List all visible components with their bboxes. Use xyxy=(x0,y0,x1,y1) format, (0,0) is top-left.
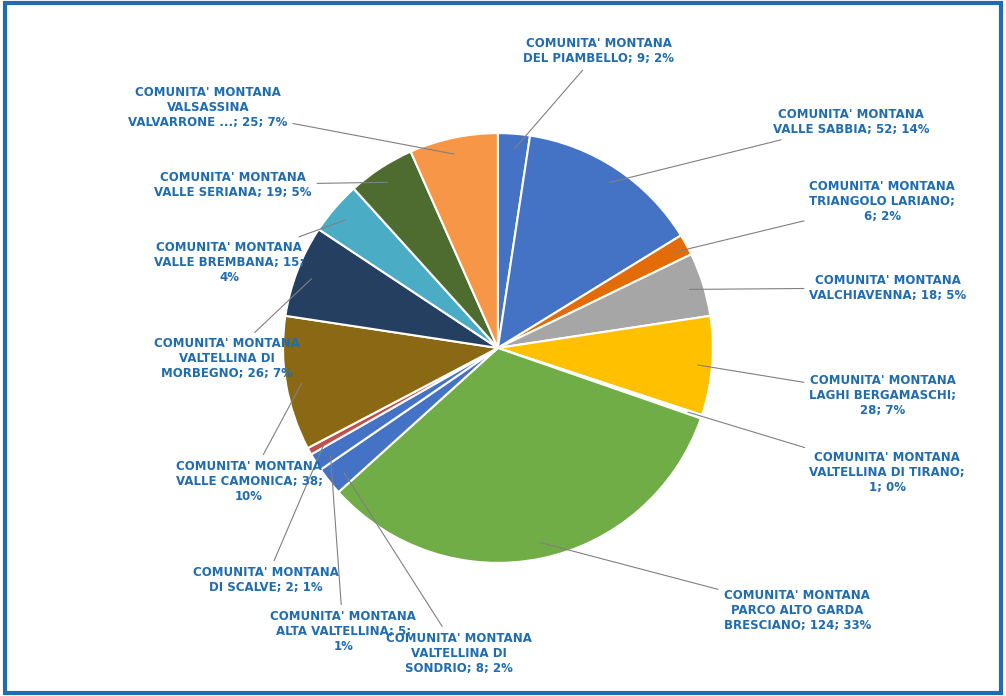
Text: COMUNITA' MONTANA
ALTA VALTELLINA; 5;
1%: COMUNITA' MONTANA ALTA VALTELLINA; 5; 1% xyxy=(271,456,416,653)
Text: COMUNITA' MONTANA
PARCO ALTO GARDA
BRESCIANO; 124; 33%: COMUNITA' MONTANA PARCO ALTO GARDA BRESC… xyxy=(540,542,871,632)
Wedge shape xyxy=(498,235,691,348)
Wedge shape xyxy=(498,133,530,348)
Wedge shape xyxy=(311,348,498,470)
Text: COMUNITA' MONTANA
VALTELLINA DI
SONDRIO; 8; 2%: COMUNITA' MONTANA VALTELLINA DI SONDRIO;… xyxy=(344,473,532,674)
Wedge shape xyxy=(308,348,498,454)
Wedge shape xyxy=(354,152,498,348)
Text: COMUNITA' MONTANA
VALLE SABBIA; 52; 14%: COMUNITA' MONTANA VALLE SABBIA; 52; 14% xyxy=(610,109,930,182)
Wedge shape xyxy=(498,254,710,348)
Wedge shape xyxy=(283,316,498,448)
Wedge shape xyxy=(498,316,713,415)
Text: COMUNITA' MONTANA
TRIANGOLO LARIANO;
6; 2%: COMUNITA' MONTANA TRIANGOLO LARIANO; 6; … xyxy=(674,180,956,253)
Wedge shape xyxy=(338,348,701,563)
Text: COMUNITA' MONTANA
DI SCALVE; 2; 1%: COMUNITA' MONTANA DI SCALVE; 2; 1% xyxy=(193,445,339,594)
Wedge shape xyxy=(286,230,498,348)
Text: COMUNITA' MONTANA
LAGHI BERGAMASCHI;
28; 7%: COMUNITA' MONTANA LAGHI BERGAMASCHI; 28;… xyxy=(697,365,957,417)
Text: COMUNITA' MONTANA
VALLE CAMONICA; 38;
10%: COMUNITA' MONTANA VALLE CAMONICA; 38; 10… xyxy=(175,383,323,503)
Text: COMUNITA' MONTANA
VALCHIAVENNA; 18; 5%: COMUNITA' MONTANA VALCHIAVENNA; 18; 5% xyxy=(689,274,967,302)
Text: COMUNITA' MONTANA
VALSASSINA
VALVARRONE ...; 25; 7%: COMUNITA' MONTANA VALSASSINA VALVARRONE … xyxy=(128,86,454,154)
Wedge shape xyxy=(498,136,681,348)
Wedge shape xyxy=(321,348,498,492)
Text: COMUNITA' MONTANA
VALTELLINA DI TIRANO;
1; 0%: COMUNITA' MONTANA VALTELLINA DI TIRANO; … xyxy=(688,412,965,494)
Wedge shape xyxy=(319,189,498,348)
Text: COMUNITA' MONTANA
DEL PIAMBELLO; 9; 2%: COMUNITA' MONTANA DEL PIAMBELLO; 9; 2% xyxy=(514,38,674,149)
Text: COMUNITA' MONTANA
VALTELLINA DI
MORBEGNO; 26; 7%: COMUNITA' MONTANA VALTELLINA DI MORBEGNO… xyxy=(154,279,311,380)
Wedge shape xyxy=(410,133,498,348)
Text: COMUNITA' MONTANA
VALLE SERIANA; 19; 5%: COMUNITA' MONTANA VALLE SERIANA; 19; 5% xyxy=(154,171,387,198)
Text: COMUNITA' MONTANA
VALLE BREMBANA; 15;
4%: COMUNITA' MONTANA VALLE BREMBANA; 15; 4% xyxy=(154,220,345,283)
Wedge shape xyxy=(498,348,702,418)
